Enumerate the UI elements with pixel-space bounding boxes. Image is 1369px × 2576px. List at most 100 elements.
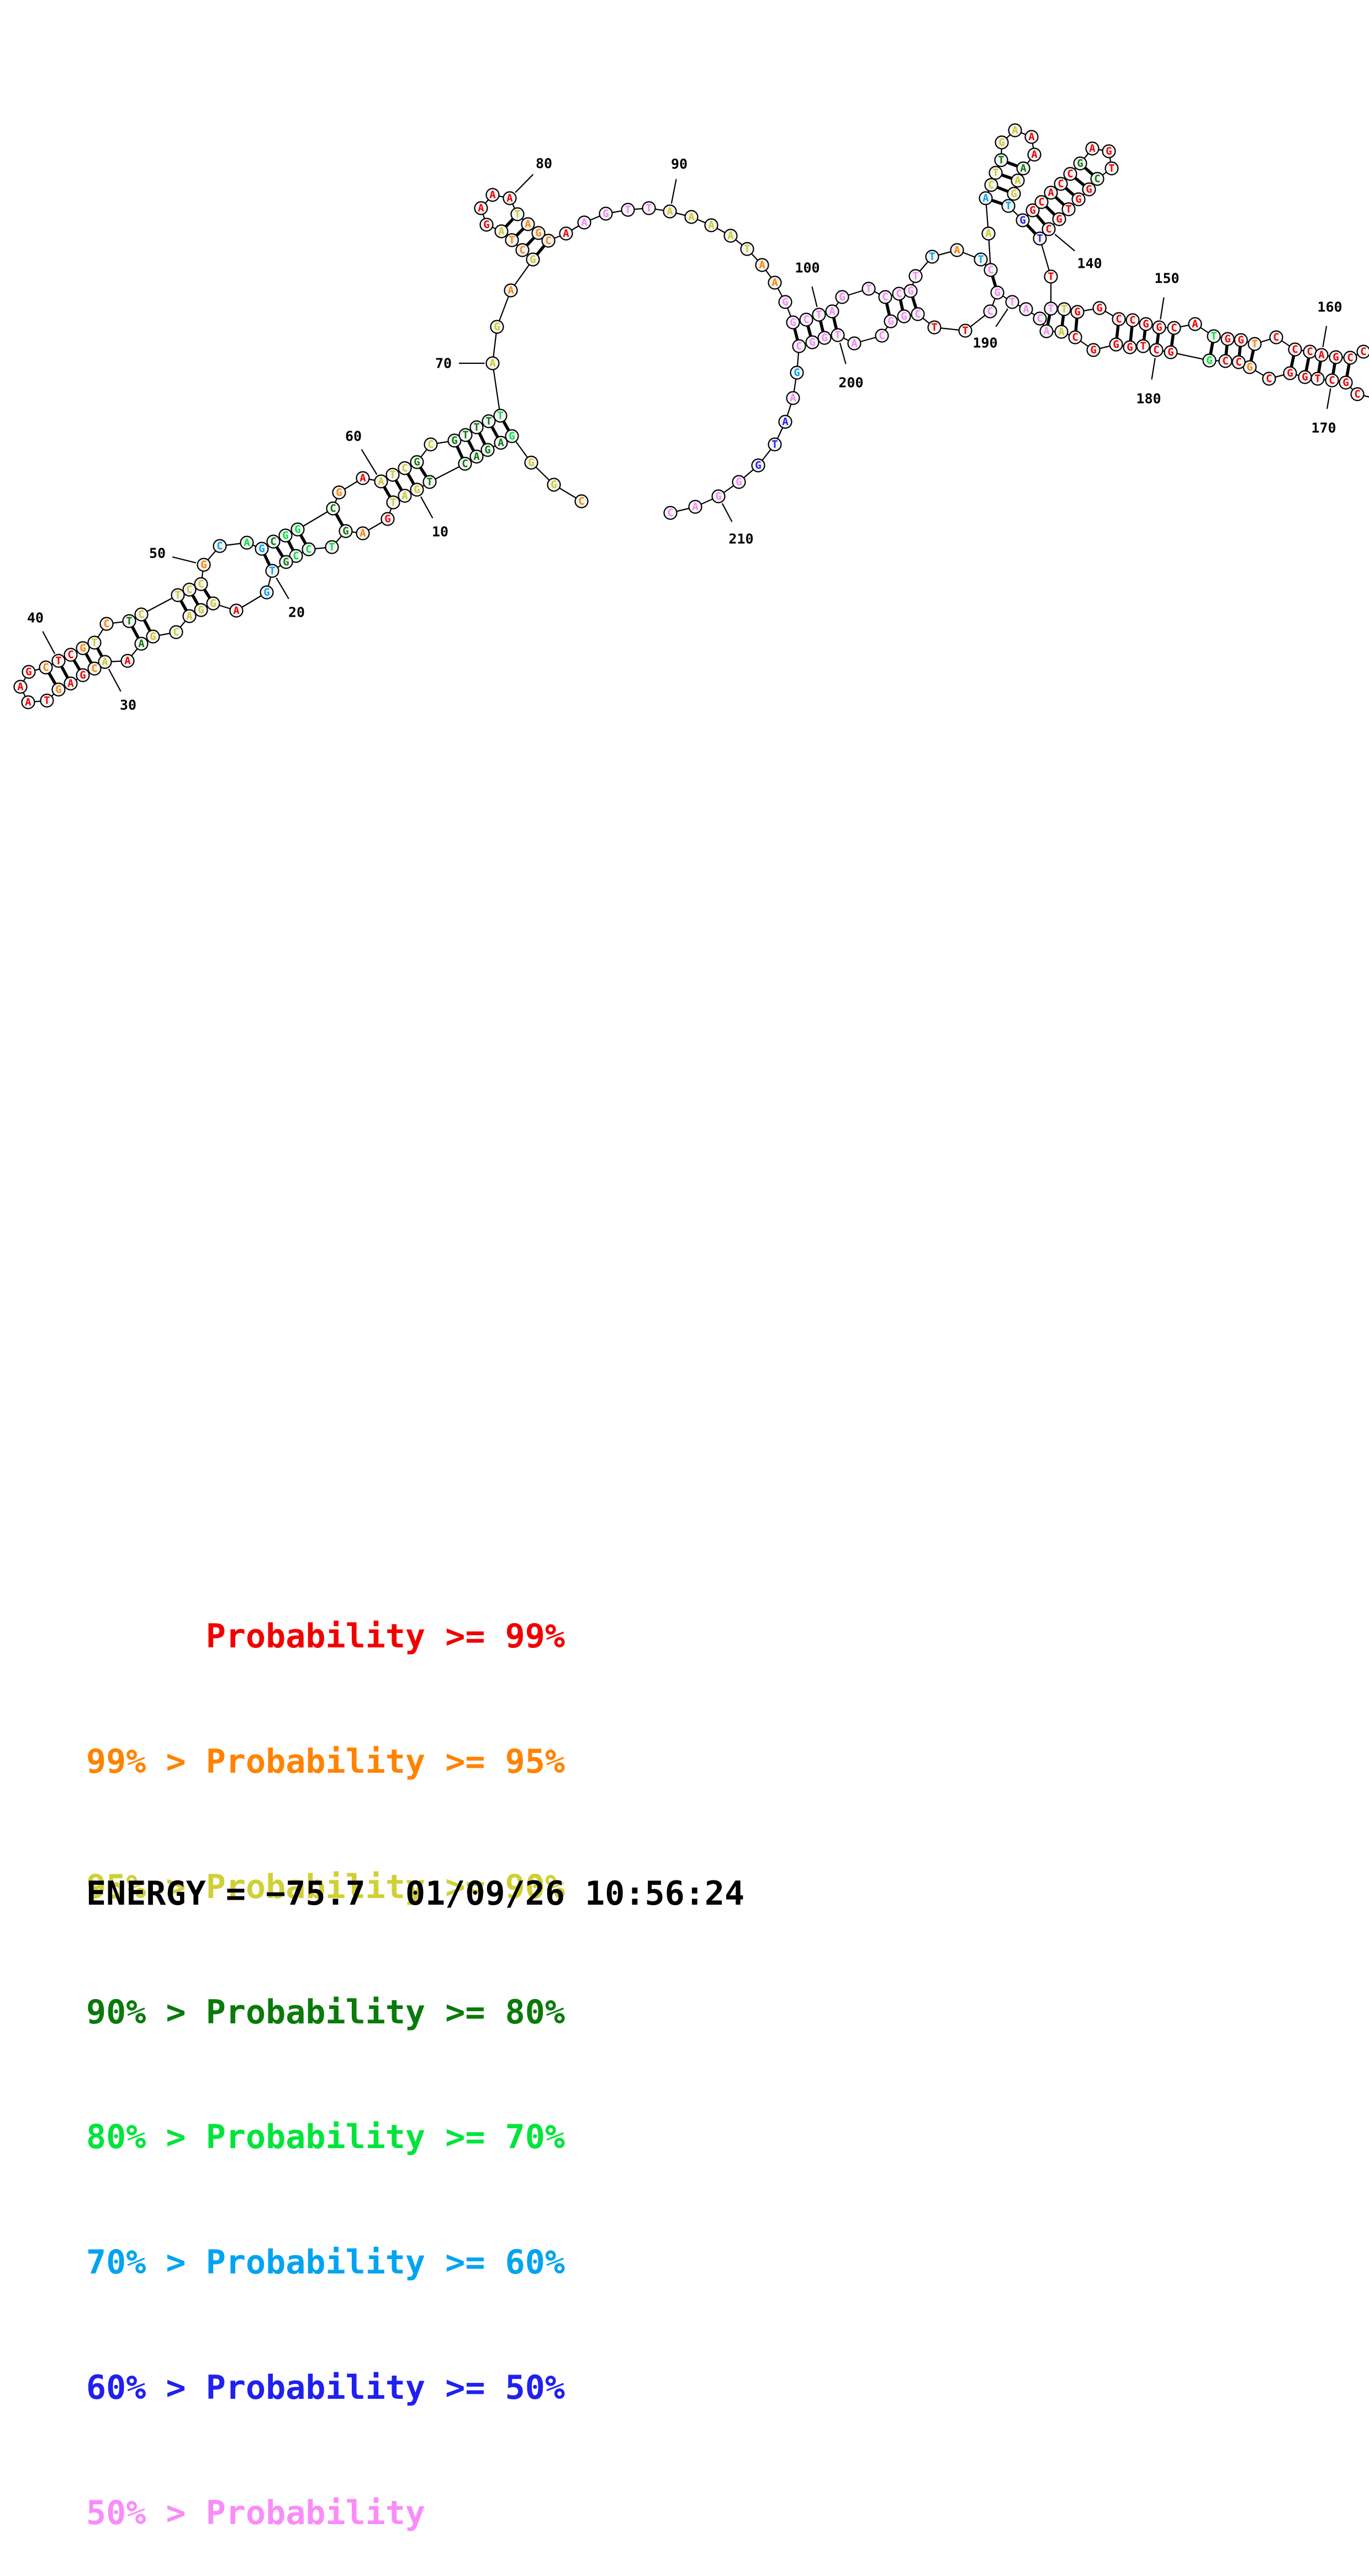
nucleotide-letter: G (1167, 346, 1174, 358)
position-label: 190 (972, 335, 997, 351)
nucleotide-letter: A (1020, 162, 1027, 174)
nucleotide-letter: A (1031, 149, 1038, 161)
nucleotide-letter: C (1038, 196, 1044, 208)
nucleotide-letter: A (1058, 326, 1065, 338)
nucleotide-letter: C (1129, 314, 1135, 326)
nucleotide-letter: T (426, 476, 432, 488)
position-label: 20 (288, 605, 305, 621)
nucleotide-letter: C (1329, 374, 1335, 386)
nucleotide-letter: C (1037, 312, 1043, 325)
nucleotide-letter: G (736, 476, 742, 488)
nucleotide-letter: G (1113, 338, 1119, 351)
position-label: 50 (149, 545, 166, 561)
position-leader-line (722, 503, 732, 522)
nucleotide-letter: C (330, 502, 336, 515)
legend-row: 80% > Probability >= 70% (86, 2117, 565, 2159)
nucleotide-letter: T (44, 695, 50, 707)
nucleotide-letter: A (1028, 131, 1035, 143)
nucleotide-letter: G (494, 321, 500, 333)
nucleotide-letter: T (977, 253, 984, 266)
nucleotide-letter: T (509, 234, 515, 246)
nucleotide-letter: G (1342, 377, 1349, 389)
nucleotide-letter: A (244, 537, 250, 549)
nucleotide-letter: T (55, 655, 61, 667)
nucleotide-letter: A (401, 490, 408, 502)
nucleotide-letter: T (1048, 271, 1054, 283)
nucleotide-letter: A (498, 437, 504, 449)
nucleotide-letter: C (519, 244, 525, 256)
nucleotide-letter: A (489, 357, 496, 369)
position-leader-line (996, 309, 1008, 327)
nucleotide-letter: C (1171, 322, 1177, 334)
nucleotide-letter: T (1048, 303, 1054, 315)
position-label: 70 (435, 356, 452, 372)
nucleotide-letter: T (1211, 330, 1217, 342)
nucleotide-letter: G (384, 513, 390, 525)
nucleotide-letter: T (126, 615, 132, 627)
nucleotide-letter: C (988, 179, 994, 191)
nucleotide-letter: T (1140, 340, 1146, 352)
position-leader-line (672, 179, 676, 203)
nucleotide-letter: G (150, 630, 156, 643)
nucleotide-letter: G (528, 457, 534, 469)
nucleotide-letter: A (17, 681, 24, 693)
nucleotide-letter: T (269, 565, 275, 577)
position-leader-line (840, 343, 846, 364)
nucleotide-letter: A (782, 416, 789, 428)
position-label: 10 (432, 524, 448, 540)
energy-text: ENERGY = −75.7 01/09/26 10:56:24 (86, 1874, 744, 1913)
nucleotide-letter: G (263, 586, 269, 598)
nucleotide-letter: A (982, 192, 989, 204)
nucleotide-letter: C (1058, 178, 1064, 190)
nucleotide-letter: A (138, 638, 145, 650)
nucleotide-letter: T (485, 415, 491, 427)
nucleotide-letter: C (186, 584, 192, 596)
nucleotide-letter: A (985, 227, 992, 240)
position-leader-line (1160, 298, 1164, 320)
nucleotide-letter: C (401, 462, 408, 474)
nucleotide-letter: G (1074, 306, 1080, 318)
nucleotide-letter: C (1273, 331, 1279, 343)
nucleotide-letter: A (25, 696, 31, 708)
nucleotide-letter: T (912, 270, 918, 282)
nucleotide-letter: G (535, 227, 541, 239)
position-leader-line (515, 174, 533, 193)
nucleotide-letter: A (186, 610, 193, 622)
nucleotide-letter: G (1077, 157, 1083, 169)
position-label: 140 (1077, 256, 1102, 272)
nucleotide-letter: A (1048, 187, 1054, 199)
nucleotide-letter: A (954, 244, 960, 256)
nucleotide-letter: C (987, 264, 993, 276)
nucleotide-letter: G (80, 669, 86, 681)
nucleotide-letter: A (563, 227, 569, 240)
nucleotide-letter: A (473, 450, 480, 463)
nucleotide-letter: G (994, 287, 1000, 299)
nucleotide-letter: G (790, 316, 796, 328)
nucleotide-letter: G (198, 604, 204, 616)
position-label: 90 (671, 156, 688, 172)
nucleotide-letter: T (390, 496, 396, 508)
nucleotide-letter: G (210, 597, 216, 609)
nucleotide-letter: G (1096, 302, 1102, 314)
position-leader-line (362, 449, 377, 475)
nucleotide-letter: G (1029, 204, 1035, 216)
nucleotide-letter: G (55, 683, 61, 696)
nucleotide-letter: C (987, 305, 993, 317)
nucleotide-letter: G (1011, 188, 1017, 200)
position-label: 150 (1154, 271, 1179, 287)
nucleotide-letter: G (283, 556, 289, 568)
nucleotide-letter: C (882, 291, 888, 303)
nucleotide-letter: G (1302, 371, 1308, 383)
nucleotide-letter: G (551, 479, 557, 491)
nucleotide-letter: A (124, 655, 131, 667)
nucleotide-letter: C (545, 235, 551, 247)
nucleotide-letter: G (794, 367, 800, 379)
nucleotide-letter: C (1235, 356, 1241, 368)
nucleotide-letter: G (1106, 145, 1112, 157)
nucleotide-letter: C (1360, 346, 1366, 358)
nucleotide-letter: C (1222, 355, 1228, 367)
nucleotide-letter: G (80, 642, 86, 654)
nucleotide-letter: T (1061, 303, 1067, 315)
nucleotide-letter: C (1116, 313, 1122, 325)
nucleotide-letter: G (907, 285, 913, 297)
